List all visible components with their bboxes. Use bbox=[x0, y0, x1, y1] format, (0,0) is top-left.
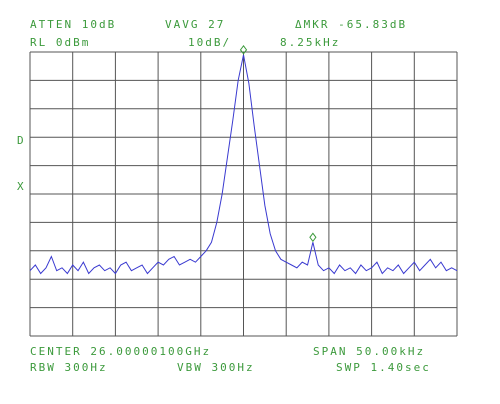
delta-marker: ΔMKR -65.83dB bbox=[295, 18, 407, 31]
ref-level: RL 0dBm bbox=[30, 36, 90, 49]
marker-diamond bbox=[309, 232, 317, 243]
marker-diamond bbox=[239, 45, 248, 55]
vbw: VBW 300Hz bbox=[177, 361, 255, 374]
center-frequency: CENTER 26.00000100GHz bbox=[30, 345, 211, 358]
rbw: RBW 300Hz bbox=[30, 361, 108, 374]
scale: 10dB/ bbox=[188, 36, 231, 49]
side-label: D bbox=[17, 134, 26, 147]
sweep-time: SWP 1.40sec bbox=[336, 361, 431, 374]
vavg: VAVG 27 bbox=[165, 18, 225, 31]
side-label: X bbox=[17, 180, 26, 193]
atten: ATTEN 10dB bbox=[30, 18, 116, 31]
trace bbox=[29, 54, 458, 275]
marker-frequency: 8.25kHz bbox=[280, 36, 340, 49]
span: SPAN 50.00kHz bbox=[313, 345, 425, 358]
